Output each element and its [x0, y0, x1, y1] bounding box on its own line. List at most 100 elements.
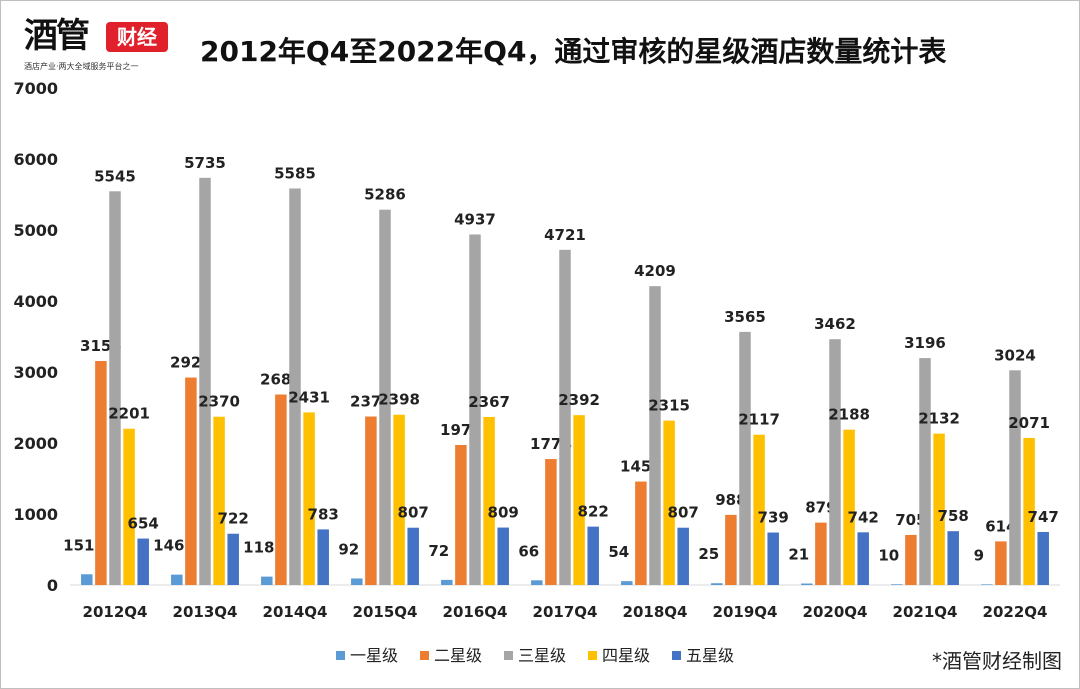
data-label: 10 — [878, 546, 899, 564]
data-label: 747 — [1028, 508, 1059, 526]
data-label: 654 — [128, 515, 159, 533]
bar — [393, 414, 405, 585]
bar — [767, 532, 779, 585]
data-label: 9 — [974, 546, 984, 564]
data-label: 783 — [308, 505, 339, 523]
bar — [497, 527, 509, 585]
data-label: 4937 — [454, 210, 496, 228]
bar — [95, 360, 107, 585]
data-label: 4721 — [544, 226, 586, 244]
x-tick-label: 2018Q4 — [623, 603, 688, 621]
data-label: 4209 — [634, 262, 676, 280]
bar — [289, 188, 301, 585]
x-tick-label: 2019Q4 — [713, 603, 778, 621]
y-tick-label: 1000 — [13, 505, 58, 524]
data-label: 66 — [518, 542, 539, 560]
bar — [407, 527, 419, 585]
legend-swatch — [672, 651, 681, 660]
bar — [185, 377, 197, 585]
data-label: 5545 — [94, 167, 136, 185]
data-label: 5286 — [364, 186, 406, 204]
bar — [261, 576, 273, 585]
bar — [843, 429, 855, 585]
bar — [995, 541, 1007, 585]
legend-label: 五星级 — [686, 646, 734, 665]
x-tick-label: 2013Q4 — [173, 603, 238, 621]
chart-title: 2012年Q4至2022年Q4，通过审核的星级酒店数量统计表 — [200, 35, 947, 68]
legend-swatch — [504, 651, 513, 660]
data-label: 2071 — [1008, 414, 1050, 432]
data-label: 739 — [758, 509, 789, 527]
data-label: 2201 — [108, 405, 150, 423]
data-label: 2370 — [198, 393, 240, 411]
bar — [857, 532, 869, 585]
data-label: 25 — [698, 545, 719, 563]
bar — [1023, 437, 1035, 585]
y-tick-label: 4000 — [13, 292, 58, 311]
data-label: 54 — [608, 543, 629, 561]
bar — [275, 394, 287, 585]
bar — [891, 584, 903, 585]
bar — [531, 580, 543, 585]
bar — [739, 331, 751, 585]
data-label: 705 — [895, 511, 926, 529]
data-label: 758 — [938, 507, 969, 525]
data-label: 5735 — [184, 154, 226, 172]
bar — [905, 534, 917, 585]
data-label: 3565 — [724, 308, 766, 326]
bar — [753, 434, 765, 585]
x-tick-label: 2017Q4 — [533, 603, 598, 621]
brand-logo: 酒管 财经 酒店产业·两大全域服务平台之一 — [20, 14, 170, 74]
bar — [1037, 531, 1049, 585]
data-label: 722 — [218, 510, 249, 528]
bar — [919, 358, 931, 585]
bar — [441, 579, 453, 585]
bar — [621, 581, 633, 585]
data-label: 2392 — [558, 391, 600, 409]
data-label: 146 — [153, 537, 184, 555]
bar — [365, 416, 377, 585]
bar — [587, 526, 599, 585]
x-tick-label: 2021Q4 — [893, 603, 958, 621]
data-label: 92 — [338, 540, 359, 558]
bar — [469, 234, 481, 585]
bar — [379, 209, 391, 585]
data-label: 2315 — [648, 397, 690, 415]
x-tick-label: 2012Q4 — [83, 603, 148, 621]
bar — [573, 415, 585, 585]
legend-swatch — [336, 651, 345, 660]
y-tick-label: 5000 — [13, 221, 58, 240]
bar — [801, 583, 813, 585]
y-tick-label: 2000 — [13, 434, 58, 453]
y-tick-label: 6000 — [13, 150, 58, 169]
bar — [559, 249, 571, 585]
x-tick-label: 2020Q4 — [803, 603, 868, 621]
bar — [635, 481, 647, 585]
bar — [829, 339, 841, 585]
bar — [171, 574, 183, 585]
bar — [947, 531, 959, 585]
data-label: 2431 — [288, 388, 330, 406]
bar — [933, 433, 945, 585]
bar — [227, 533, 239, 585]
legend-label: 一星级 — [350, 646, 398, 665]
legend-label: 四星级 — [602, 646, 650, 665]
x-tick-label: 2014Q4 — [263, 603, 328, 621]
logo-slogan: 酒店产业·两大全域服务平台之一 — [24, 62, 139, 71]
data-label: 614 — [985, 517, 1016, 535]
data-label: 72 — [428, 542, 449, 560]
logo-main-text: 酒管 — [24, 16, 90, 56]
bar — [711, 583, 723, 585]
bar — [199, 177, 211, 585]
legend-label: 三星级 — [518, 646, 566, 665]
data-label: 118 — [243, 539, 274, 557]
bar — [815, 522, 827, 585]
y-tick-label: 0 — [47, 576, 58, 595]
bar — [123, 428, 135, 585]
bar — [137, 538, 149, 585]
data-label: 3024 — [994, 346, 1036, 364]
bar — [109, 191, 121, 585]
data-label: 2398 — [378, 391, 420, 409]
bar — [483, 416, 495, 585]
data-label: 21 — [788, 546, 809, 564]
